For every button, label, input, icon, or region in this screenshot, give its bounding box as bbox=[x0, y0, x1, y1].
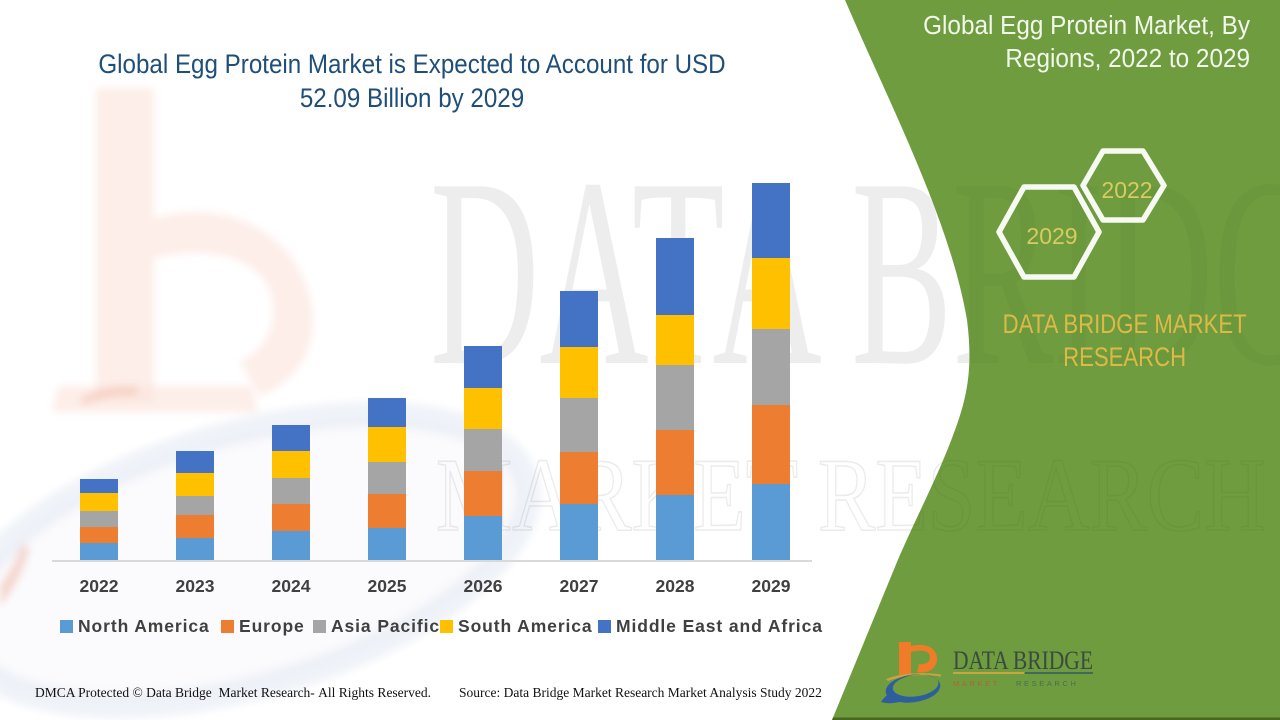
svg-text:RESEARCH: RESEARCH bbox=[1016, 679, 1078, 688]
svg-text:DATA BRIDGE: DATA BRIDGE bbox=[953, 646, 1093, 675]
svg-text:MARKET RESEARCH: MARKET RESEARCH bbox=[436, 436, 1266, 553]
svg-text:MARKET: MARKET bbox=[953, 679, 1000, 688]
